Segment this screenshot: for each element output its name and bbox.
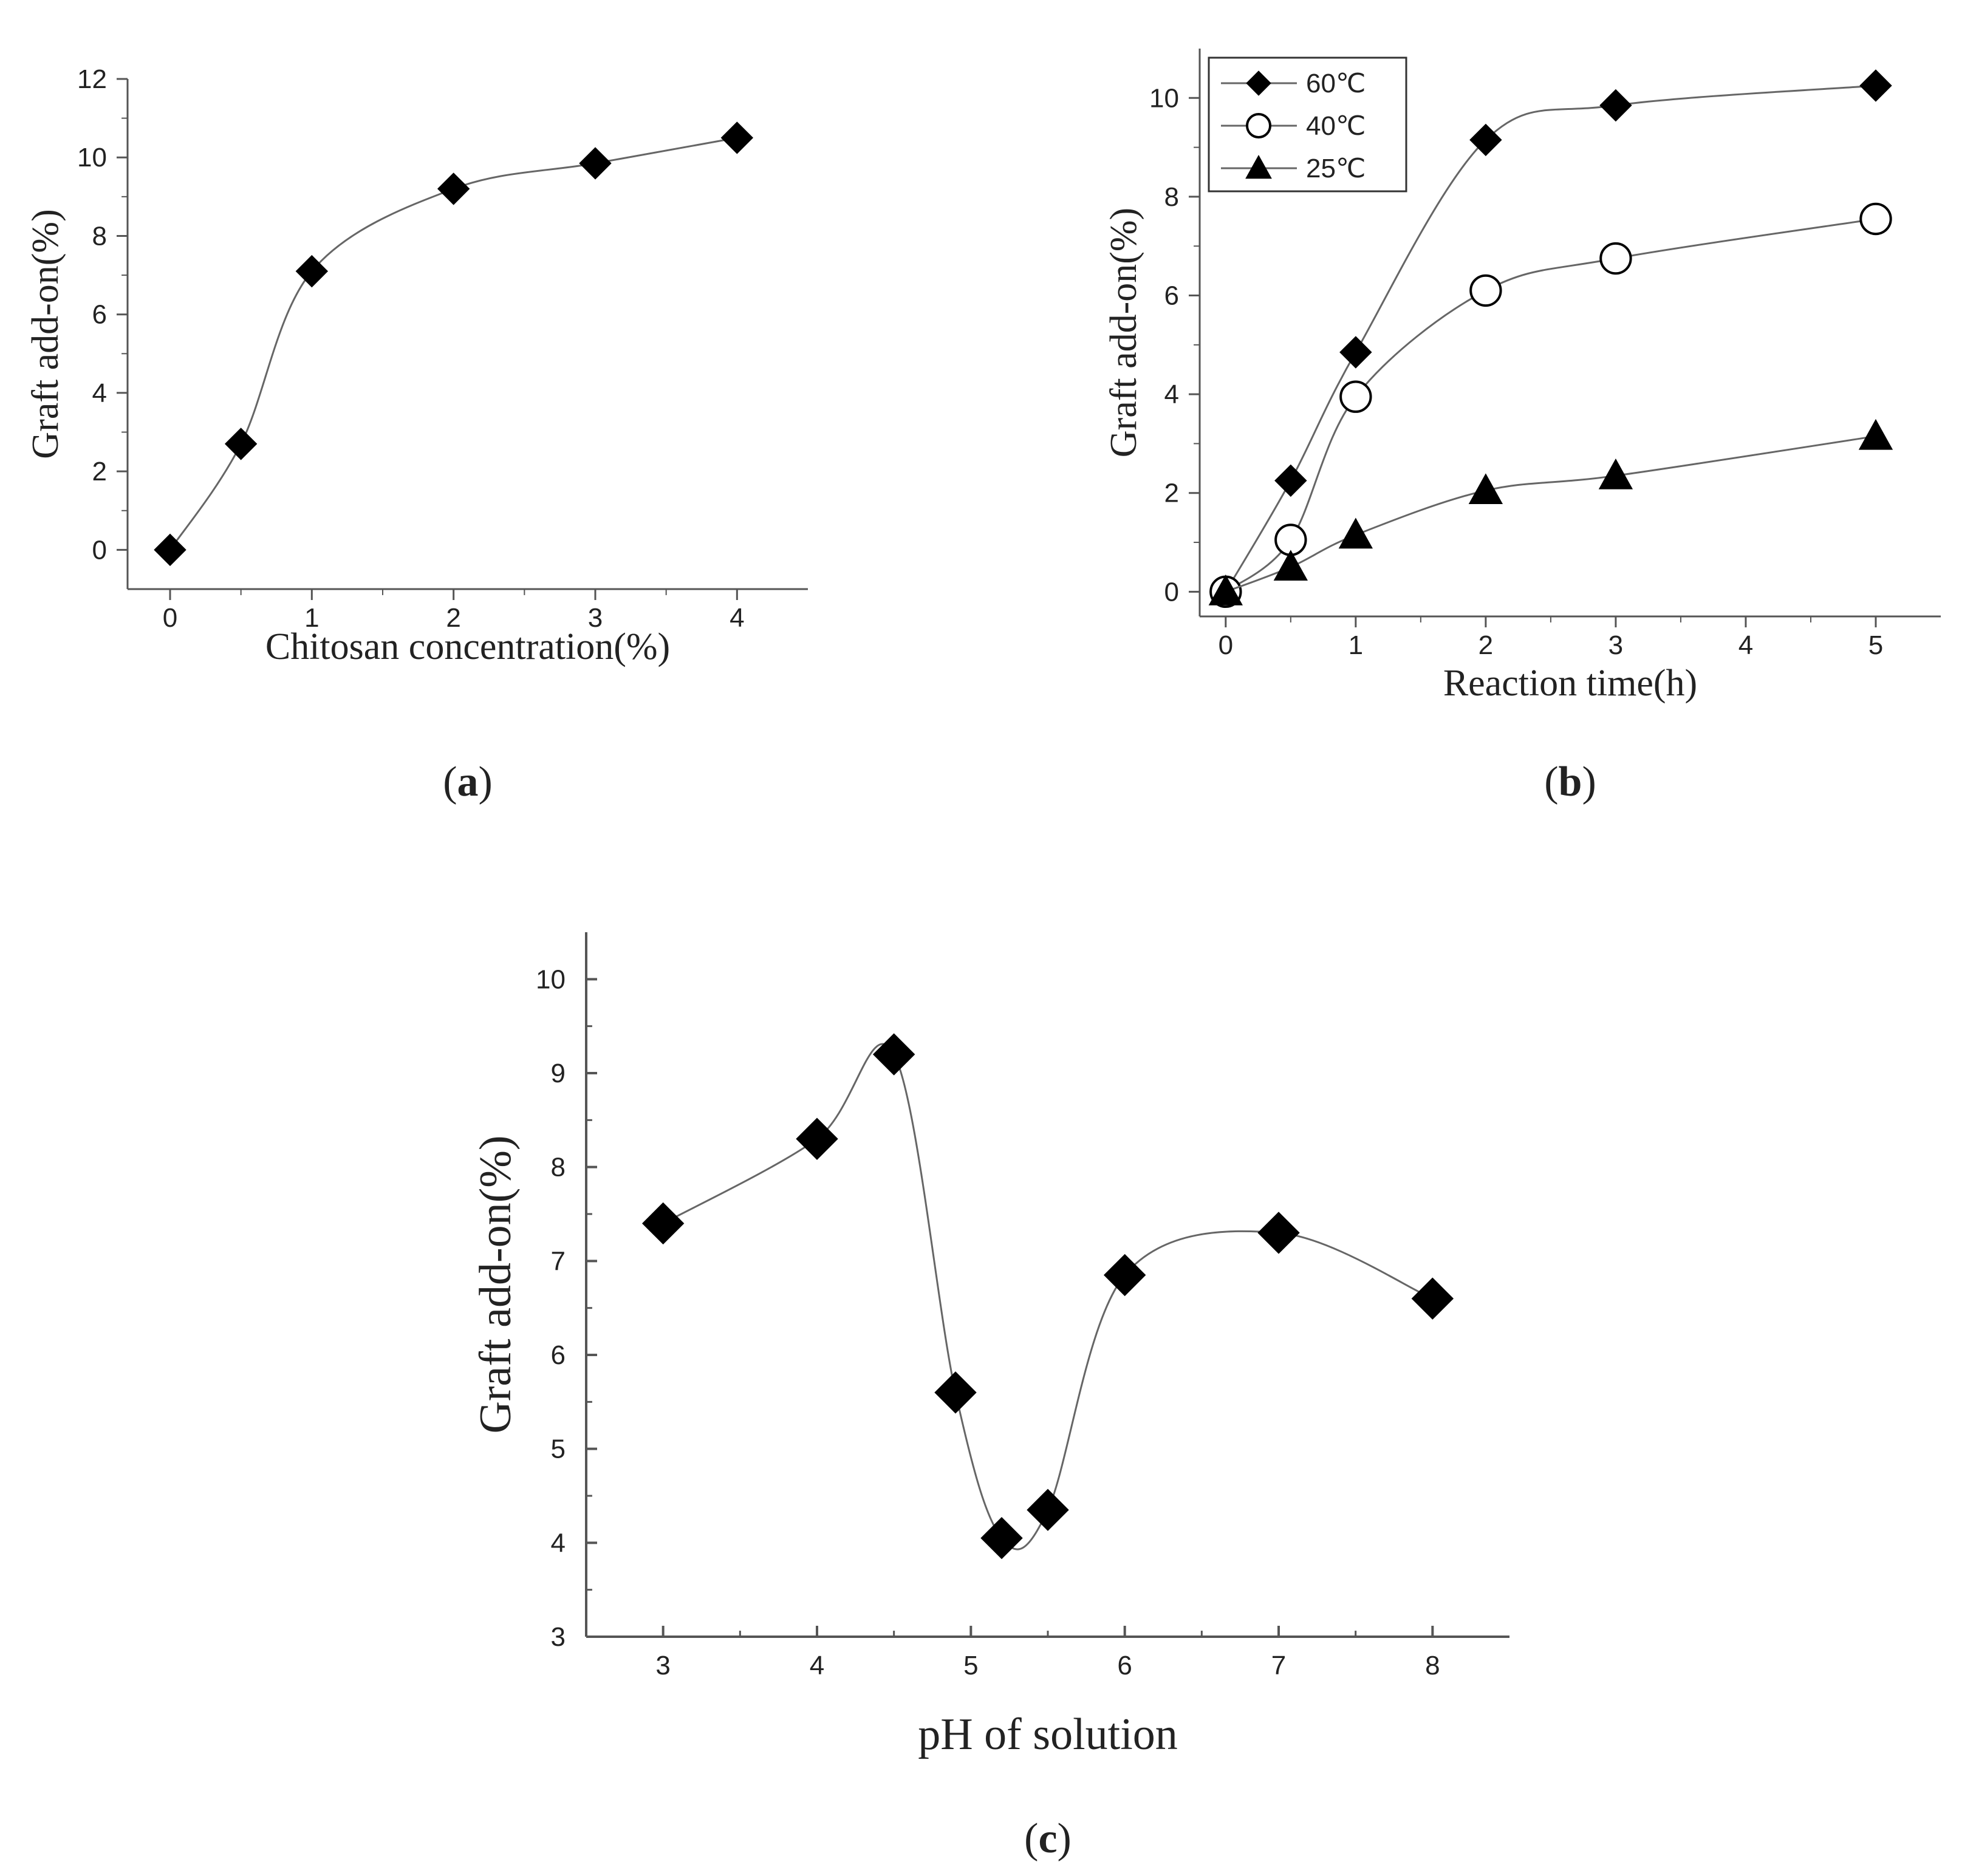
x-tick-label: 4 <box>1738 630 1753 660</box>
y-axis-title: Graft add-on(%) <box>25 209 66 459</box>
data-point <box>1257 1212 1300 1254</box>
series-Graft add-on <box>154 121 754 567</box>
data-point <box>641 1202 685 1245</box>
data-point <box>1859 69 1892 102</box>
y-tick-label: 7 <box>551 1246 566 1276</box>
x-tick-label: 8 <box>1425 1651 1440 1680</box>
x-tick-label: 5 <box>1868 630 1883 660</box>
data-point <box>796 1117 838 1160</box>
data-point <box>1339 380 1372 413</box>
y-tick-label: 4 <box>92 378 107 408</box>
x-tick-label: 3 <box>588 603 603 633</box>
x-tick-label: 1 <box>304 603 319 633</box>
data-point <box>980 1516 1023 1560</box>
data-point <box>934 1371 977 1414</box>
y-tick-label: 8 <box>92 221 107 251</box>
legend-label: 25℃ <box>1306 154 1366 183</box>
data-point <box>579 147 612 180</box>
x-tick-label: 3 <box>655 1651 670 1680</box>
data-point <box>1339 336 1372 369</box>
legend-marker <box>1246 70 1271 96</box>
y-tick-label: 5 <box>551 1434 566 1464</box>
y-tick-label: 0 <box>1164 577 1179 607</box>
series-Graft add-on <box>641 1033 1454 1560</box>
legend-item: 60℃ <box>1221 69 1366 98</box>
panel-label: (c) <box>1024 1815 1072 1862</box>
x-tick-label: 4 <box>810 1651 824 1680</box>
legend-label: 60℃ <box>1306 69 1366 98</box>
data-point <box>154 533 186 567</box>
x-axis-title: Reaction time(h) <box>1443 663 1697 704</box>
data-point <box>1411 1277 1454 1320</box>
data-point <box>872 1033 915 1076</box>
data-point <box>1027 1489 1069 1531</box>
data-point <box>224 428 258 460</box>
y-tick-label: 4 <box>551 1528 566 1558</box>
x-tick-label: 4 <box>730 603 744 633</box>
series-40℃ <box>1209 202 1892 609</box>
data-point <box>1469 123 1502 157</box>
y-tick-label: 10 <box>536 964 566 994</box>
legend-marker <box>1246 113 1271 138</box>
data-point <box>1468 473 1503 505</box>
data-point <box>1469 274 1502 307</box>
y-tick-label: 9 <box>551 1059 566 1088</box>
y-tick-label: 2 <box>92 457 107 486</box>
data-point <box>1859 202 1892 236</box>
data-point <box>1103 1254 1146 1297</box>
data-point <box>1598 458 1633 489</box>
x-tick-label: 0 <box>1219 630 1233 660</box>
legend-marker <box>1245 154 1272 179</box>
x-tick-label: 0 <box>163 603 177 633</box>
x-tick-label: 2 <box>1479 630 1493 660</box>
data-point <box>1858 418 1893 450</box>
data-point <box>1273 550 1308 581</box>
x-axis-title: pH of solution <box>918 1710 1178 1759</box>
legend-item: 40℃ <box>1221 111 1366 141</box>
y-tick-label: 0 <box>92 535 107 565</box>
y-tick-label: 12 <box>77 64 107 94</box>
x-tick-label: 7 <box>1271 1651 1286 1680</box>
y-axis-title: Graft add-on(%) <box>1103 208 1144 457</box>
data-point <box>295 254 329 288</box>
data-point <box>1599 89 1632 122</box>
legend-label: 40℃ <box>1306 111 1366 141</box>
y-tick-label: 6 <box>551 1340 566 1370</box>
series-line <box>662 1043 1433 1550</box>
y-tick-label: 3 <box>551 1622 566 1652</box>
x-tick-label: 3 <box>1608 630 1623 660</box>
chart-panel-c: 3 4 5 6 7 8 3 4 5 6 7 8 9 10 pH of solution Graft add-o… <box>471 932 1509 1862</box>
x-tick-label: 5 <box>963 1651 978 1680</box>
series-25℃ <box>1208 418 1893 605</box>
y-tick-label: 2 <box>1164 479 1179 508</box>
x-tick-label: 1 <box>1349 630 1363 660</box>
y-axis-title: Graft add-on(%) <box>471 1135 521 1433</box>
y-tick-label: 10 <box>1149 83 1179 113</box>
data-point <box>1274 464 1307 497</box>
y-tick-label: 6 <box>1164 281 1179 311</box>
y-tick-label: 6 <box>92 300 107 330</box>
y-tick-label: 8 <box>551 1153 566 1182</box>
x-tick-label: 6 <box>1117 1651 1132 1680</box>
chart-panel-b: 0 1 2 3 4 5 0 2 4 6 8 10 Reaction time(h) Graft add-o… <box>1103 49 1941 805</box>
x-tick-label: 2 <box>446 603 460 633</box>
y-tick-label: 8 <box>1164 182 1179 212</box>
data-point <box>1599 242 1632 275</box>
data-point <box>1338 517 1373 549</box>
x-axis-title: Chitosan concentration(%) <box>265 626 670 667</box>
series-line <box>1225 218 1876 593</box>
y-tick-label: 10 <box>77 143 107 172</box>
legend-item: 25℃ <box>1221 154 1366 183</box>
data-point <box>720 121 754 154</box>
panel-label: (a) <box>443 759 493 805</box>
y-tick-label: 4 <box>1164 380 1179 409</box>
data-point <box>1208 575 1243 605</box>
panel-label: (b) <box>1544 759 1596 805</box>
legend: 60℃ 40℃ 25℃ <box>1208 56 1407 193</box>
data-point <box>437 172 470 205</box>
